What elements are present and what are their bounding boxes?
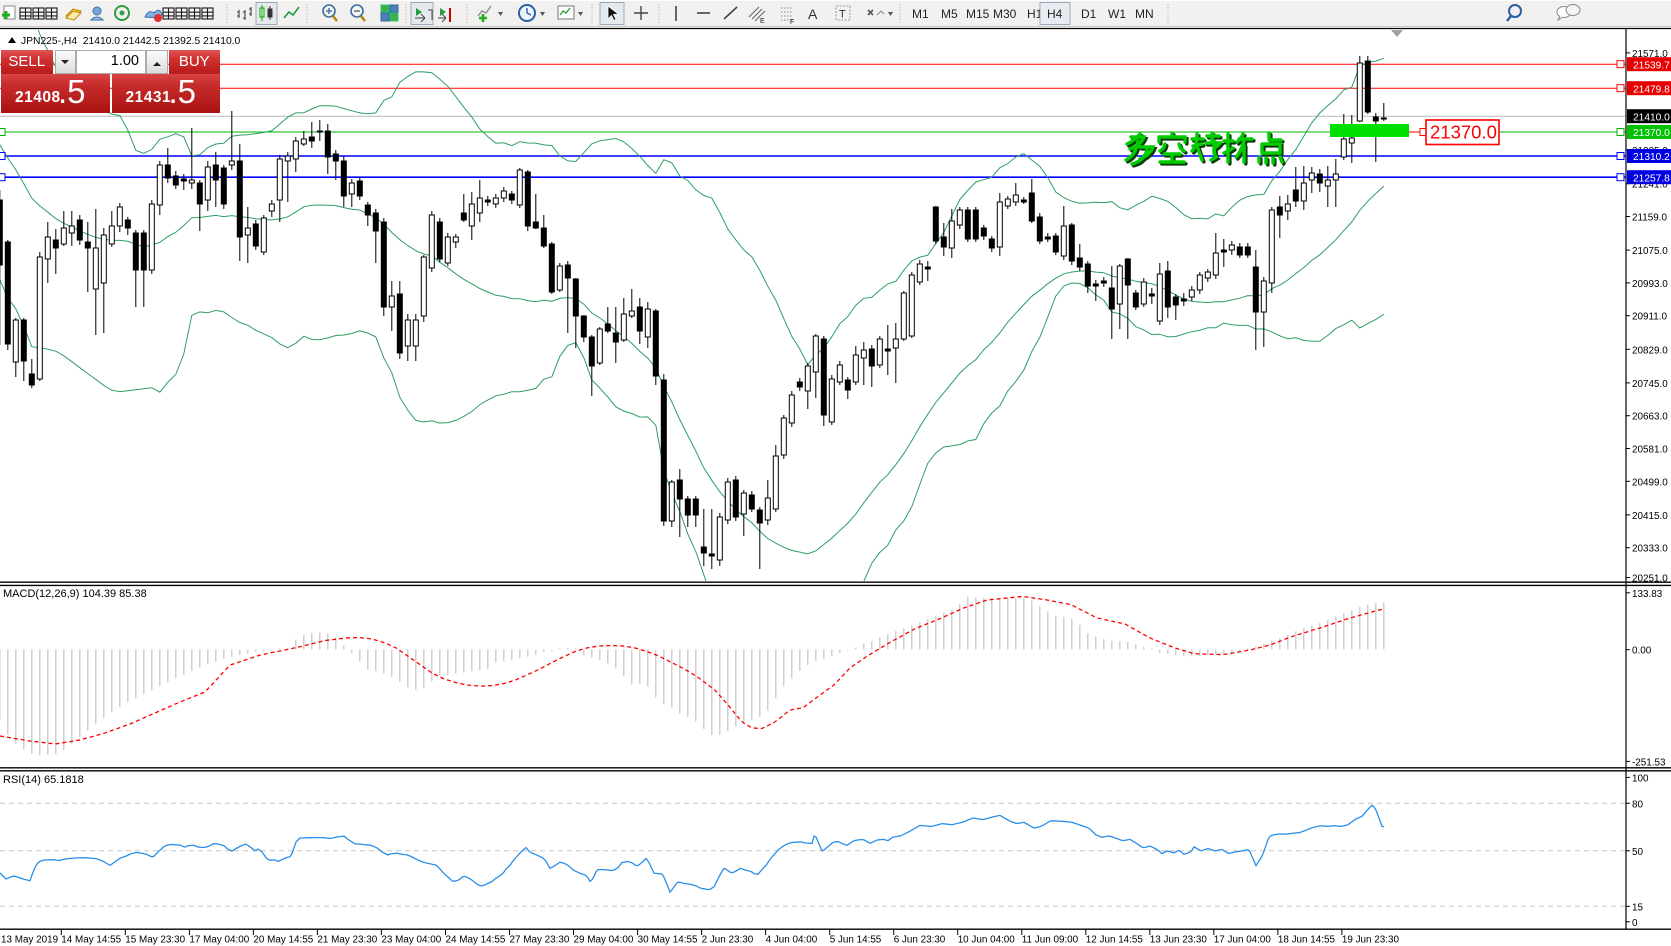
svg-text:21075.0: 21075.0 — [1632, 246, 1668, 257]
svg-text:D1: D1 — [1081, 7, 1097, 21]
svg-text:15 May 23:30: 15 May 23:30 — [125, 935, 185, 946]
svg-text:21159.0: 21159.0 — [1632, 213, 1667, 224]
svg-text:21257.8: 21257.8 — [1633, 173, 1670, 184]
svg-text:20829.0: 20829.0 — [1632, 345, 1668, 356]
svg-text:2 Jun 23:30: 2 Jun 23:30 — [702, 935, 754, 946]
svg-text:-251.53: -251.53 — [1632, 757, 1666, 768]
svg-text:W1: W1 — [1108, 7, 1126, 21]
svg-text:JPN225-,H4 21410.0 21442.5 21: JPN225-,H4 21410.0 21442.5 21392.5 21410… — [21, 36, 241, 47]
svg-text:23 May 04:00: 23 May 04:00 — [381, 935, 441, 946]
svg-text:MACD(12,26,9) 104.39 85.38: MACD(12,26,9) 104.39 85.38 — [3, 588, 147, 600]
svg-text:21539.7: 21539.7 — [1633, 60, 1670, 71]
svg-text:H4: H4 — [1047, 7, 1063, 21]
svg-text:21571.0: 21571.0 — [1632, 49, 1668, 60]
svg-text:M1: M1 — [912, 7, 929, 21]
svg-text:12 Jun 14:55: 12 Jun 14:55 — [1086, 935, 1144, 946]
svg-text:F: F — [790, 19, 794, 26]
svg-text:13 Jun 23:30: 13 Jun 23:30 — [1150, 935, 1208, 946]
svg-text:M5: M5 — [941, 7, 958, 21]
svg-text:T: T — [839, 9, 846, 21]
svg-text:80: 80 — [1632, 799, 1643, 810]
svg-text:13 May 2019: 13 May 2019 — [1, 935, 59, 946]
svg-text:20663.0: 20663.0 — [1632, 412, 1668, 423]
svg-text:30 May 14:55: 30 May 14:55 — [638, 935, 698, 946]
svg-text:21479.8: 21479.8 — [1633, 84, 1670, 95]
svg-text:21241.0: 21241.0 — [1632, 180, 1668, 191]
svg-text:20499.0: 20499.0 — [1632, 477, 1668, 488]
svg-text:20251.0: 20251.0 — [1632, 574, 1668, 585]
svg-text:4 Jun 04:00: 4 Jun 04:00 — [766, 935, 818, 946]
svg-text:H1: H1 — [1027, 7, 1043, 21]
svg-text:24 May 14:55: 24 May 14:55 — [446, 935, 506, 946]
svg-text:50: 50 — [1632, 847, 1643, 858]
svg-text:21 May 23:30: 21 May 23:30 — [317, 935, 377, 946]
svg-text:21370.0: 21370.0 — [1430, 122, 1497, 143]
svg-text:20333.0: 20333.0 — [1632, 544, 1668, 555]
svg-text:M15: M15 — [966, 7, 990, 21]
svg-text:RSI(14) 65.1818: RSI(14) 65.1818 — [3, 774, 84, 786]
svg-text:133.83: 133.83 — [1632, 589, 1663, 600]
svg-text:11 Jun 09:00: 11 Jun 09:00 — [1022, 935, 1079, 946]
svg-text:20 May 14:55: 20 May 14:55 — [253, 935, 313, 946]
svg-text:100: 100 — [1632, 773, 1649, 784]
svg-text:27 May 23:30: 27 May 23:30 — [510, 935, 570, 946]
svg-text:19 Jun 23:30: 19 Jun 23:30 — [1342, 935, 1400, 946]
svg-text:17 May 04:00: 17 May 04:00 — [189, 935, 249, 946]
svg-text:21370.0: 21370.0 — [1633, 128, 1670, 139]
svg-text:15: 15 — [1632, 902, 1643, 913]
svg-text:14 May 14:55: 14 May 14:55 — [61, 935, 121, 946]
svg-text:MN: MN — [1135, 7, 1154, 21]
svg-text:0.00: 0.00 — [1632, 646, 1652, 657]
svg-text:18 Jun 14:55: 18 Jun 14:55 — [1278, 935, 1336, 946]
svg-text:20911.0: 20911.0 — [1632, 312, 1667, 323]
svg-text:20581.0: 20581.0 — [1632, 445, 1668, 456]
svg-text:0: 0 — [1632, 918, 1638, 929]
svg-text:5 Jun 14:55: 5 Jun 14:55 — [830, 935, 882, 946]
svg-text:A: A — [808, 6, 818, 22]
svg-text:20745.0: 20745.0 — [1632, 379, 1668, 390]
svg-text:20415.0: 20415.0 — [1632, 511, 1668, 522]
svg-text:10 Jun 04:00: 10 Jun 04:00 — [958, 935, 1016, 946]
svg-text:21410.0: 21410.0 — [1633, 112, 1670, 123]
svg-text:6 Jun 23:30: 6 Jun 23:30 — [894, 935, 946, 946]
svg-text:21310.2: 21310.2 — [1633, 152, 1670, 163]
svg-text:29 May 04:00: 29 May 04:00 — [574, 935, 634, 946]
svg-text:E: E — [760, 18, 765, 25]
svg-text:17 Jun 04:00: 17 Jun 04:00 — [1214, 935, 1272, 946]
svg-text:M30: M30 — [993, 7, 1017, 21]
svg-text:20993.0: 20993.0 — [1632, 279, 1668, 290]
